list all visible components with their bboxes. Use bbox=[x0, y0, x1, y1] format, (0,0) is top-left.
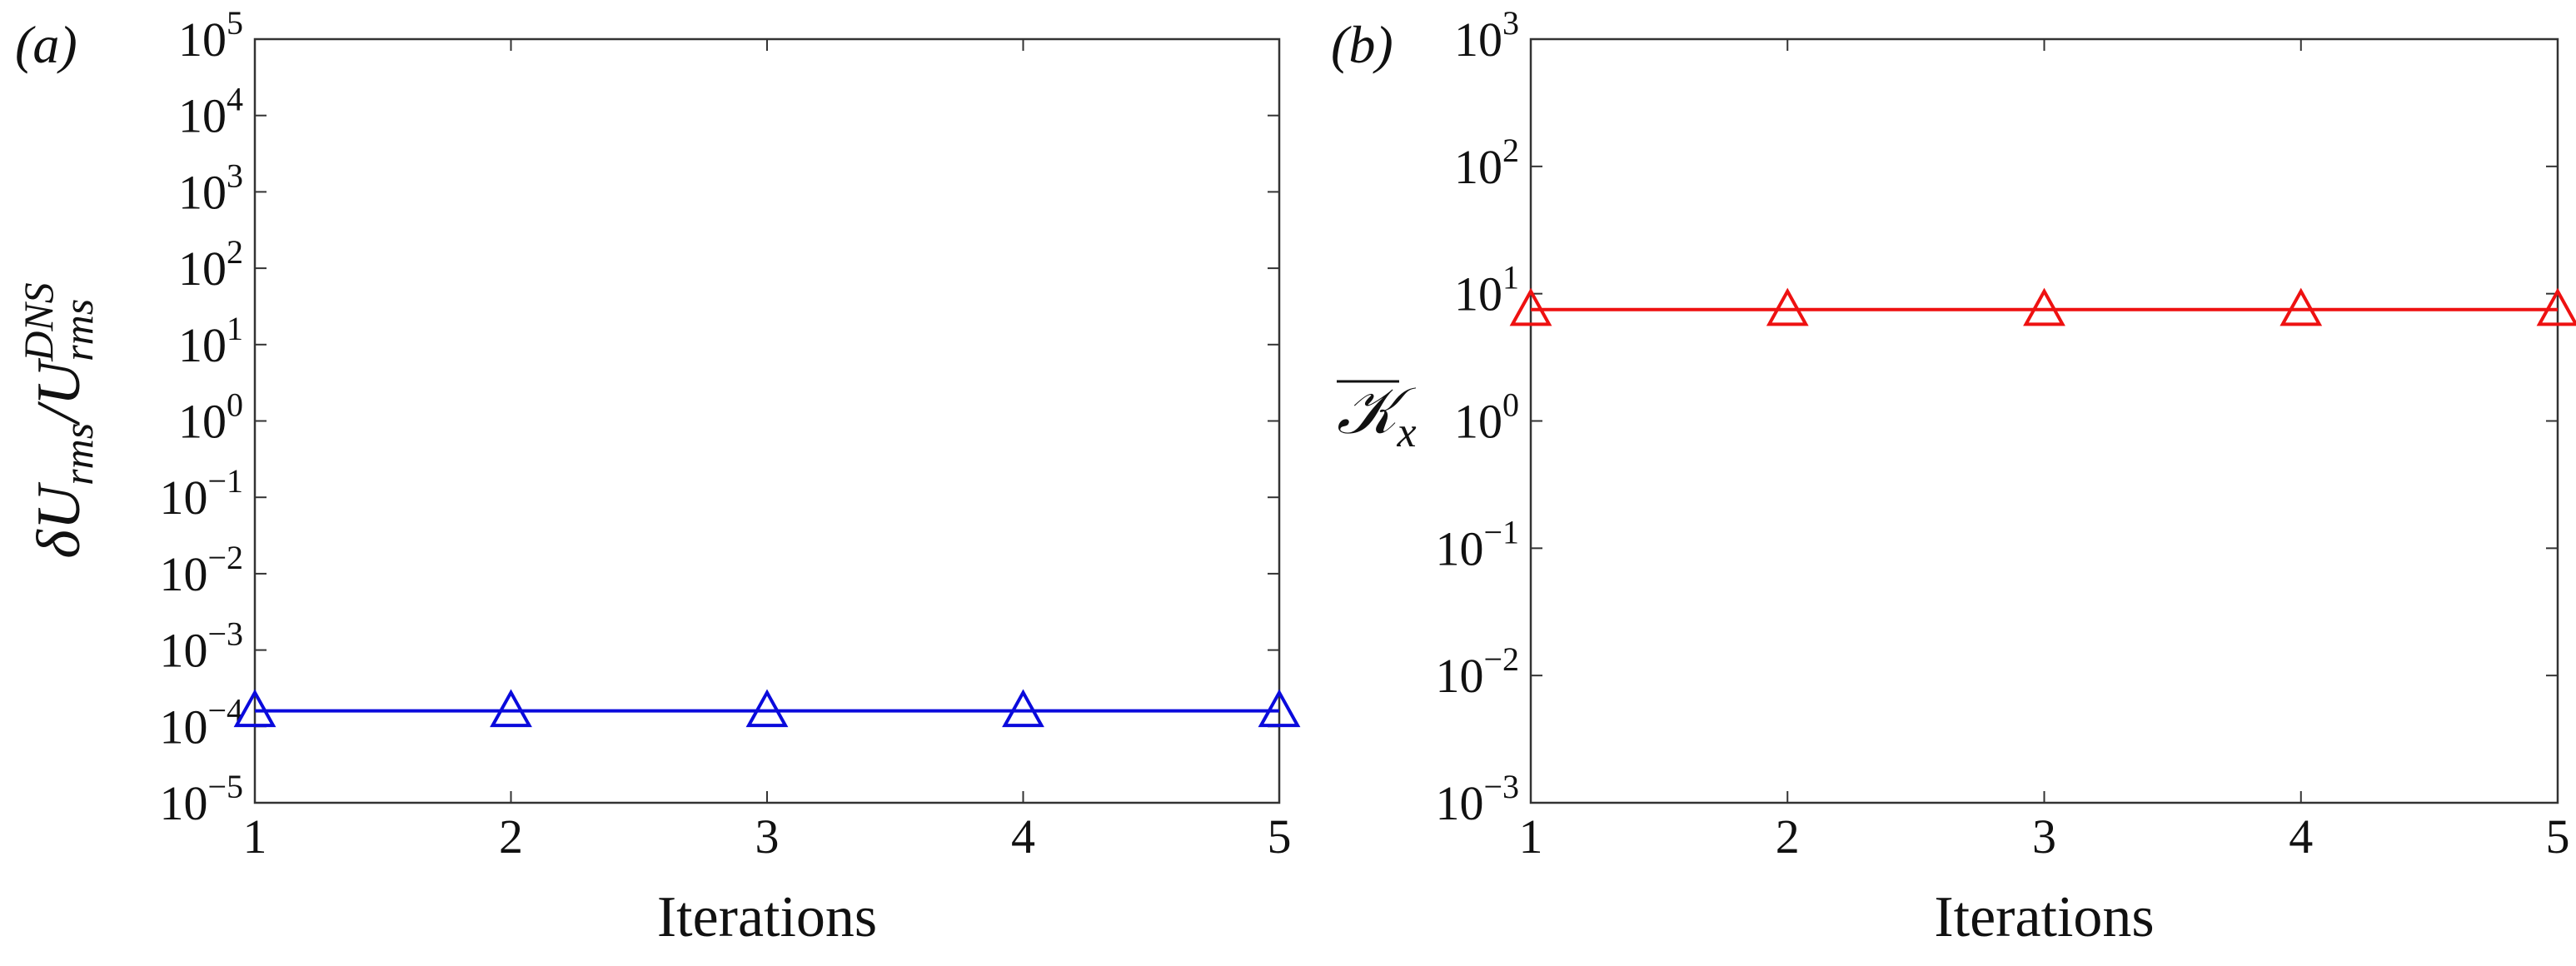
y-tick-base: 10 bbox=[178, 12, 227, 67]
y-tick-exponent: 3 bbox=[1502, 4, 1519, 42]
y-tick-base: 10 bbox=[178, 89, 227, 143]
y-tick-base: 10 bbox=[159, 700, 207, 754]
marker bbox=[2280, 287, 2323, 326]
x-tick-label: 3 bbox=[2032, 809, 2056, 864]
marker bbox=[745, 689, 789, 728]
x-axis-label: Iterations bbox=[657, 885, 877, 949]
y-tick-exponent: −1 bbox=[1483, 513, 1519, 550]
y-tick-exponent: −2 bbox=[207, 539, 243, 576]
y-tick-exponent: −2 bbox=[1483, 640, 1519, 678]
y-tick-label: 10−5 bbox=[159, 768, 243, 830]
y-tick-label: 10−2 bbox=[159, 539, 243, 601]
x-tick-label: 1 bbox=[243, 809, 267, 864]
plot-frame bbox=[1529, 37, 2559, 804]
y-label-part: /U bbox=[25, 357, 93, 426]
y-tick-base: 10 bbox=[159, 776, 207, 830]
y-tick-base: 10 bbox=[1454, 12, 1502, 67]
marker bbox=[1766, 287, 1809, 326]
y-tick-exponent: 0 bbox=[227, 386, 243, 424]
y-tick-base: 10 bbox=[159, 624, 207, 678]
y-tick-base: 10 bbox=[1454, 140, 1502, 194]
y-label-sup: DNS bbox=[15, 282, 62, 361]
y-tick-exponent: 1 bbox=[1502, 259, 1519, 296]
x-axis-label: Iterations bbox=[1934, 885, 2154, 949]
y-tick-exponent: 2 bbox=[227, 233, 243, 271]
y-tick-label: 103 bbox=[1454, 4, 1519, 67]
y-tick-base: 10 bbox=[178, 318, 227, 372]
y-tick-label: 103 bbox=[178, 157, 243, 219]
y-tick-label: 10−3 bbox=[1435, 768, 1519, 830]
y-tick-exponent: 5 bbox=[227, 4, 243, 42]
marker bbox=[1002, 689, 1044, 728]
marker bbox=[2023, 287, 2065, 326]
plot-frame bbox=[253, 37, 1281, 804]
y-tick-base: 10 bbox=[1454, 395, 1502, 449]
y-tick-label: 100 bbox=[178, 386, 243, 449]
y-label-sub: x bbox=[1396, 409, 1416, 456]
y-label-sub: rms bbox=[55, 423, 102, 485]
y-tick-base: 10 bbox=[178, 395, 227, 449]
y-tick-exponent: −3 bbox=[207, 615, 243, 653]
y-tick-exponent: 3 bbox=[227, 157, 243, 194]
y-tick-base: 10 bbox=[1435, 649, 1483, 703]
y-tick-exponent: 4 bbox=[227, 81, 243, 118]
marker bbox=[233, 689, 277, 728]
marker bbox=[1509, 287, 1552, 326]
marker bbox=[490, 689, 532, 728]
x-tick-label: 2 bbox=[1776, 809, 1800, 864]
x-tick-label: 5 bbox=[2546, 809, 2570, 864]
marker bbox=[1258, 689, 1301, 728]
y-tick-label: 100 bbox=[1454, 386, 1519, 449]
y-label-sub: rms bbox=[55, 299, 102, 361]
y-tick-base: 10 bbox=[178, 165, 227, 219]
y-tick-exponent: 0 bbox=[1502, 386, 1519, 424]
x-tick-label: 5 bbox=[1268, 809, 1292, 864]
y-tick-label: 101 bbox=[1454, 259, 1519, 321]
y-axis-label: δUrms/UrmsDNS bbox=[15, 282, 102, 558]
x-tick-label: 3 bbox=[755, 809, 780, 864]
y-tick-label: 102 bbox=[178, 233, 243, 296]
y-tick-exponent: −5 bbox=[207, 768, 243, 805]
y-tick-exponent: 1 bbox=[227, 310, 243, 347]
marker bbox=[2536, 287, 2576, 326]
y-tick-base: 10 bbox=[1454, 267, 1502, 321]
panel-label: (b) bbox=[1331, 15, 1393, 74]
y-tick-exponent: −3 bbox=[1483, 768, 1519, 805]
y-tick-exponent: 2 bbox=[1502, 132, 1519, 169]
y-tick-base: 10 bbox=[1435, 776, 1483, 830]
y-tick-exponent: −1 bbox=[207, 462, 243, 500]
panel-label: (a) bbox=[15, 15, 77, 74]
y-tick-label: 10−3 bbox=[159, 615, 243, 678]
y-tick-label: 10−1 bbox=[1435, 513, 1519, 575]
y-tick-label: 101 bbox=[178, 310, 243, 372]
y-tick-label: 104 bbox=[178, 81, 243, 143]
x-tick-label: 2 bbox=[499, 809, 523, 864]
y-tick-label: 10−4 bbox=[159, 691, 243, 754]
y-axis-label: 𝒦x bbox=[1337, 375, 1417, 456]
x-tick-label: 4 bbox=[1011, 809, 1035, 864]
y-tick-base: 10 bbox=[1435, 521, 1483, 575]
y-tick-base: 10 bbox=[178, 242, 227, 296]
y-tick-base: 10 bbox=[159, 547, 207, 601]
x-tick-label: 4 bbox=[2289, 809, 2313, 864]
y-label-part: δU bbox=[25, 481, 93, 558]
y-tick-base: 10 bbox=[159, 471, 207, 525]
y-tick-label: 105 bbox=[178, 4, 243, 67]
y-tick-label: 102 bbox=[1454, 132, 1519, 194]
y-tick-label: 10−1 bbox=[159, 462, 243, 525]
x-tick-label: 1 bbox=[1519, 809, 1543, 864]
y-tick-label: 10−2 bbox=[1435, 640, 1519, 703]
